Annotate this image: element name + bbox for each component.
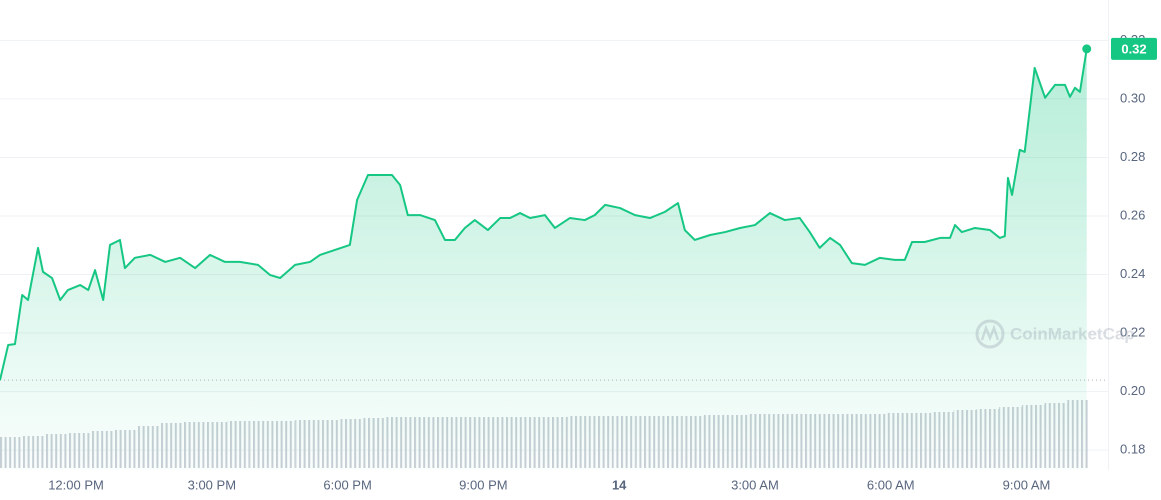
- x-tick-label: 9:00 AM: [1003, 477, 1051, 492]
- y-tick-label: 0.30: [1120, 90, 1145, 105]
- y-tick-label: 0.20: [1120, 383, 1145, 398]
- x-tick-label: 9:00 PM: [459, 477, 507, 492]
- y-tick-label: 0.26: [1120, 207, 1145, 222]
- x-tick-label: 3:00 PM: [188, 477, 236, 492]
- x-tick-label: 6:00 AM: [867, 477, 915, 492]
- y-tick-label: 0.18: [1120, 442, 1145, 457]
- price-badge-label: 0.32: [1121, 41, 1146, 56]
- price-area: [0, 48, 1087, 471]
- x-tick-label: 12:00 PM: [48, 477, 104, 492]
- price-badge: [1111, 37, 1157, 60]
- watermark: CoinMarketCap: [975, 319, 1135, 349]
- watermark-logo-mark: [980, 324, 1000, 342]
- watermark-logo: [975, 319, 1005, 349]
- x-tick-label: 3:00 AM: [731, 477, 779, 492]
- x-tick-label: 14: [612, 477, 627, 492]
- y-tick-label: 0.28: [1120, 149, 1145, 164]
- x-tick-label: 6:00 PM: [323, 477, 371, 492]
- price-line: [0, 48, 1088, 381]
- y-tick-label: 0.22: [1120, 324, 1145, 339]
- last-price-dot: [1082, 44, 1092, 54]
- y-tick-label: 0.24: [1120, 266, 1145, 281]
- watermark-text: CoinMarketCap: [1010, 324, 1135, 343]
